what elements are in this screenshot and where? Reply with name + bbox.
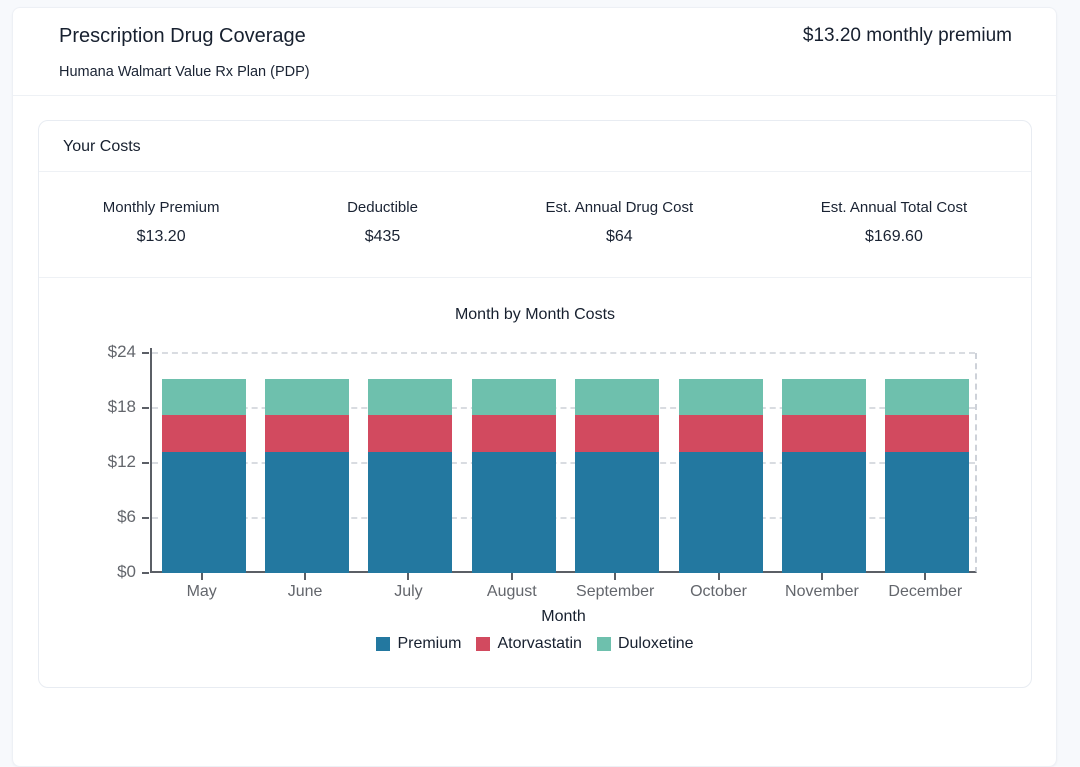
chart-legend: Premium Atorvastatin Duloxetine xyxy=(39,635,1031,653)
bar-segment-premium-november[interactable] xyxy=(781,452,866,573)
bar-segment-premium-september[interactable] xyxy=(575,452,660,573)
bar-segment-premium-july[interactable] xyxy=(368,452,453,573)
bar-segment-premium-june[interactable] xyxy=(265,452,350,573)
legend-label: Premium xyxy=(397,635,462,652)
bar-segment-atorvastatin-july[interactable] xyxy=(368,415,453,452)
stat-label: Est. Annual Total Cost xyxy=(820,199,968,216)
x-category-label: June xyxy=(287,583,323,600)
y-tick-label: $0 xyxy=(117,562,136,581)
y-tick-mark xyxy=(142,517,149,519)
bar-segment-duloxetine-june[interactable] xyxy=(265,378,350,416)
y-tick-mark xyxy=(142,352,149,354)
x-tick-mark xyxy=(407,573,410,580)
stat-label: Est. Annual Drug Cost xyxy=(545,199,694,216)
bar-segment-duloxetine-september[interactable] xyxy=(575,378,660,416)
y-tick-label: $12 xyxy=(107,452,136,471)
bar-segment-duloxetine-may[interactable] xyxy=(161,378,246,416)
y-axis-line-cap xyxy=(150,348,152,353)
y-tick-mark xyxy=(142,407,149,409)
stat-value: $64 xyxy=(605,228,633,245)
chart-title: Month by Month Costs xyxy=(454,306,616,323)
bar-segment-premium-december[interactable] xyxy=(885,452,970,573)
x-tick-mark xyxy=(200,573,203,580)
y-tick-label: $24 xyxy=(107,342,136,361)
bar-segment-duloxetine-august[interactable] xyxy=(471,378,556,416)
stat-label: Monthly Premium xyxy=(102,199,220,216)
stat-value: $13.20 xyxy=(136,228,186,245)
legend-item-atorvastatin: Atorvastatin xyxy=(476,635,582,653)
your-costs-card: Your Costs Monthly Premium $13.20 Deductib… xyxy=(38,120,1032,688)
stat-label: Deductible xyxy=(347,199,418,216)
bar-segment-duloxetine-october[interactable] xyxy=(678,378,763,416)
x-tick-mark xyxy=(924,573,927,580)
bar-segment-atorvastatin-october[interactable] xyxy=(678,415,763,452)
legend-swatch-icon xyxy=(596,637,611,651)
y-tick-mark xyxy=(142,572,149,574)
x-category-label: November xyxy=(785,583,859,600)
x-tick-mark xyxy=(304,573,307,580)
month-costs-chart: $0 $6 $12 $18 $24 May June July August September O… xyxy=(39,342,1031,605)
x-category-label: December xyxy=(888,583,963,600)
gridline xyxy=(152,462,975,464)
bar-segment-duloxetine-december[interactable] xyxy=(885,378,970,416)
x-category-label: October xyxy=(690,583,748,600)
cost-stat: Monthly Premium $13.20 xyxy=(103,198,220,247)
x-category-label: July xyxy=(394,583,423,600)
x-axis-label: Month xyxy=(541,608,586,625)
bar-segment-atorvastatin-september[interactable] xyxy=(575,415,660,452)
cost-stat: Deductible $435 xyxy=(347,198,418,247)
gridline xyxy=(152,517,975,519)
bar-segment-duloxetine-july[interactable] xyxy=(368,378,453,416)
gridline xyxy=(152,352,975,354)
bar-segment-duloxetine-november[interactable] xyxy=(781,378,866,416)
y-tick-label: $18 xyxy=(107,397,136,416)
legend-item-duloxetine: Duloxetine xyxy=(596,635,694,653)
bar-segment-atorvastatin-may[interactable] xyxy=(161,415,246,452)
costs-card-title: Your Costs xyxy=(39,121,1031,172)
bar-segment-premium-october[interactable] xyxy=(678,452,763,573)
bar-segment-atorvastatin-november[interactable] xyxy=(781,415,866,452)
bar-segment-premium-may[interactable] xyxy=(161,452,246,573)
y-tick-label: $6 xyxy=(117,507,136,526)
bar-segment-atorvastatin-august[interactable] xyxy=(471,415,556,452)
x-category-label: August xyxy=(486,583,537,600)
y-tick-mark xyxy=(142,462,149,464)
chart-plot-area xyxy=(150,348,977,573)
x-tick-mark xyxy=(820,573,823,580)
legend-swatch-icon xyxy=(376,637,391,651)
legend-item-premium: Premium xyxy=(376,635,461,653)
x-tick-mark xyxy=(510,573,513,580)
legend-label: Duloxetine xyxy=(617,635,694,652)
bar-segment-atorvastatin-december[interactable] xyxy=(885,415,970,452)
x-category-label: September xyxy=(576,583,655,600)
cost-stat: Est. Annual Drug Cost $64 xyxy=(546,198,694,247)
legend-swatch-icon xyxy=(476,637,491,651)
plan-detail-panel: Prescription Drug Coverage $13.20 monthl… xyxy=(12,7,1057,767)
bar-segment-premium-august[interactable] xyxy=(471,452,556,573)
legend-label: Atorvastatin xyxy=(497,635,582,652)
gridline xyxy=(152,407,975,409)
x-tick-mark xyxy=(717,573,720,580)
x-category-label: May xyxy=(186,583,217,600)
page-title: Prescription Drug Coverage xyxy=(59,25,306,47)
stat-value: $169.60 xyxy=(865,228,923,245)
panel-header: Prescription Drug Coverage $13.20 monthl… xyxy=(13,8,1056,96)
cost-stats-row: Monthly Premium $13.20 Deductible $435 Est. … xyxy=(39,172,1031,278)
plan-name: Humana Walmart Value Rx Plan (PDP) xyxy=(59,64,310,80)
cost-stat: Est. Annual Total Cost $169.60 xyxy=(821,198,967,247)
chart-section: Month by Month Costs $0 $6 $12 $18 $24 May Jun… xyxy=(39,278,1031,687)
x-tick-mark xyxy=(614,573,617,580)
stat-value: $435 xyxy=(364,228,401,245)
bar-segment-atorvastatin-june[interactable] xyxy=(265,415,350,452)
monthly-premium-summary: $13.20 monthly premium xyxy=(802,25,1012,46)
